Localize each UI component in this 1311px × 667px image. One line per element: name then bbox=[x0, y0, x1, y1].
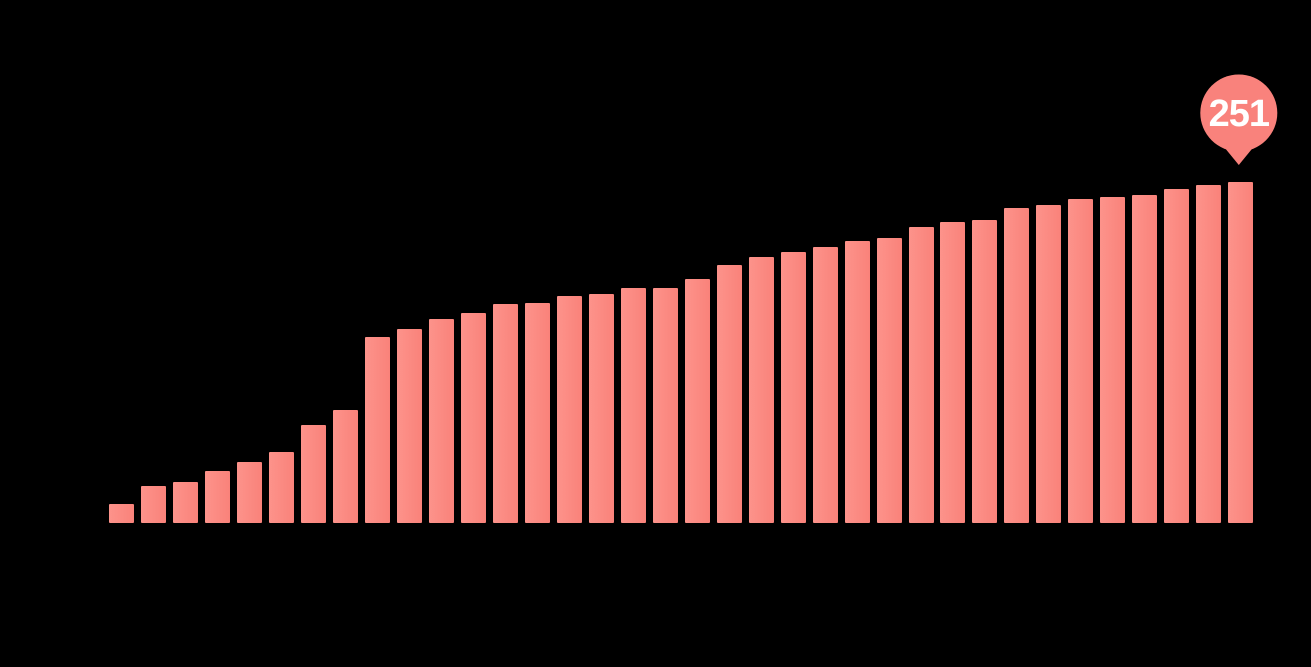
bar bbox=[332, 410, 358, 523]
bar bbox=[268, 452, 294, 523]
bar bbox=[1100, 197, 1126, 523]
bar bbox=[716, 265, 742, 523]
bar bbox=[684, 278, 710, 523]
bar bbox=[620, 288, 646, 523]
bar bbox=[1004, 208, 1030, 523]
bar bbox=[1036, 205, 1062, 523]
bar bbox=[556, 296, 582, 523]
bar bbox=[236, 461, 262, 523]
bar bbox=[140, 486, 166, 523]
bar bbox=[1164, 189, 1190, 523]
bar bbox=[364, 337, 390, 523]
bar bbox=[780, 251, 806, 523]
bar bbox=[748, 256, 774, 523]
bar bbox=[940, 221, 966, 523]
bar bbox=[844, 240, 870, 523]
bar bbox=[1196, 185, 1222, 523]
bar bbox=[972, 220, 998, 523]
bar bbox=[1132, 194, 1158, 523]
bar bbox=[588, 293, 614, 523]
bar bbox=[812, 247, 838, 523]
bar bbox=[460, 312, 486, 523]
bar bbox=[524, 303, 550, 523]
bar bbox=[172, 482, 198, 523]
bar bbox=[396, 328, 422, 523]
bar bbox=[300, 425, 326, 523]
bar bbox=[204, 471, 230, 523]
bar bbox=[109, 503, 134, 523]
bar bbox=[1068, 198, 1094, 523]
bar bbox=[492, 304, 518, 523]
bar bbox=[652, 288, 678, 523]
bar bbox=[876, 237, 902, 523]
bar bbox=[428, 319, 454, 523]
bar bbox=[1228, 182, 1254, 523]
bar bbox=[908, 227, 934, 523]
